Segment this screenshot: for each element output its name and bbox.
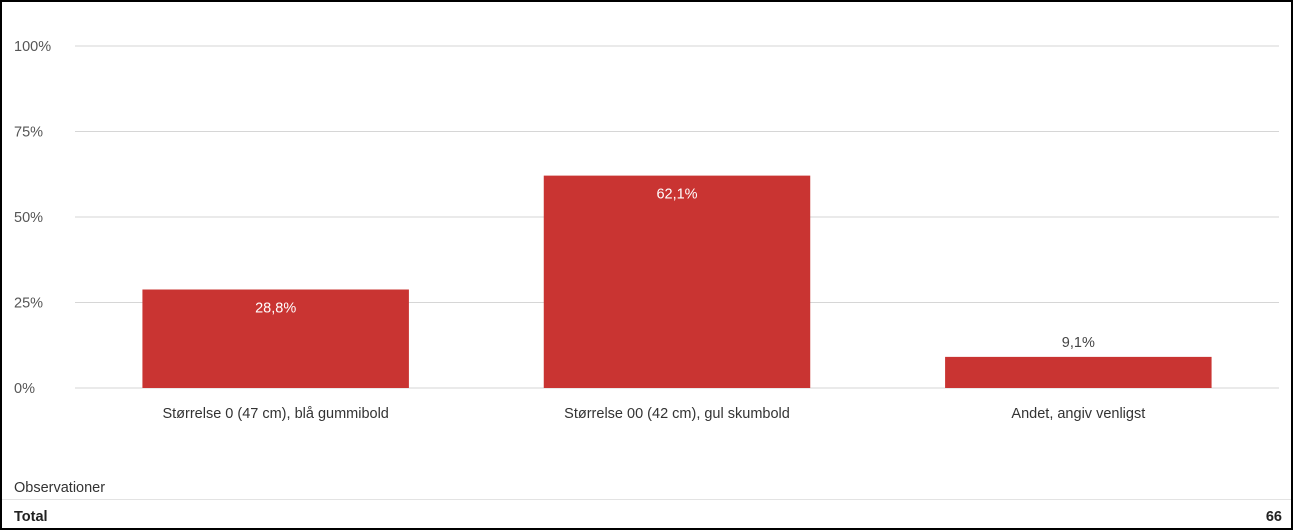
y-tick-label: 0% <box>14 381 35 397</box>
total-value: 66 <box>1265 509 1282 525</box>
x-tick-label: Størrelse 00 (42 cm), gul skumbold <box>564 406 790 422</box>
total-label: Total <box>14 509 48 525</box>
y-tick-label: 100% <box>14 39 51 55</box>
bar <box>543 175 811 388</box>
total-row: Total 66 <box>2 499 1291 528</box>
data-label: 28,8% <box>255 301 296 317</box>
observations-label: Observationer <box>14 480 106 496</box>
y-tick-label: 75% <box>14 125 43 141</box>
y-tick-label: 50% <box>14 210 43 226</box>
data-label: 62,1% <box>656 187 697 203</box>
data-label: 9,1% <box>1062 335 1095 351</box>
bar <box>142 289 409 388</box>
y-tick-label: 25% <box>14 296 43 312</box>
bar-chart: 0% 25% 50% 75% 100% 28,8% Størrelse 0 (47 cm),… <box>14 39 1279 422</box>
x-tick-label: Størrelse 0 (47 cm), blå gummibold <box>162 406 388 422</box>
bar <box>945 356 1212 388</box>
x-tick-label: Andet, angiv venligst <box>1011 406 1145 422</box>
